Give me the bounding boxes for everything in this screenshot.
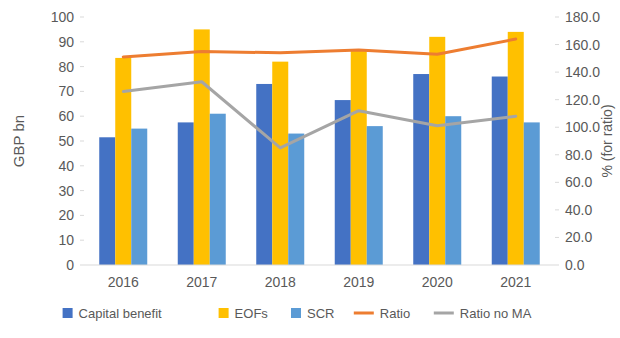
- y2-tick: [555, 99, 559, 100]
- y-tick: [80, 215, 84, 216]
- legend-label: Capital benefit: [79, 306, 162, 321]
- bar: [194, 29, 210, 265]
- y2-tick: [555, 237, 559, 238]
- y-tick-label: 70: [58, 83, 74, 99]
- plot-marks: [99, 29, 540, 265]
- y-tick: [80, 66, 84, 67]
- bar: [256, 84, 272, 265]
- x-tick-label: 2019: [343, 274, 374, 290]
- y-tick: [80, 17, 84, 18]
- y-tick-label: 20: [58, 207, 74, 223]
- y2-tick: [555, 154, 559, 155]
- y2-tick: [555, 17, 559, 18]
- y2-tick-label: 120.0: [565, 92, 600, 108]
- bar: [210, 114, 226, 265]
- bar: [413, 74, 429, 265]
- y-tick: [80, 141, 84, 142]
- bar: [178, 122, 194, 265]
- y-tick: [80, 41, 84, 42]
- y-tick-label: 90: [58, 34, 74, 50]
- legend-swatch: [63, 308, 73, 318]
- bar: [288, 134, 304, 265]
- y2-tick: [555, 265, 559, 266]
- y2-tick-label: 20.0: [565, 229, 592, 245]
- bar: [115, 58, 131, 265]
- y-tick: [80, 116, 84, 117]
- y2-tick-label: 140.0: [565, 64, 600, 80]
- legend-label: Ratio: [380, 306, 410, 321]
- y-tick-label: 100: [51, 9, 75, 25]
- legend-swatch: [354, 312, 374, 315]
- x-axis-line: [84, 265, 555, 266]
- bar: [272, 62, 288, 265]
- y-tick-label: 60: [58, 108, 74, 124]
- legend-label: SCR: [307, 306, 334, 321]
- y-tick-label: 50: [58, 133, 74, 149]
- y2-tick: [555, 44, 559, 45]
- line: [123, 39, 516, 57]
- y-tick-label: 0: [66, 257, 74, 273]
- y2-tick-label: 0.0: [565, 257, 585, 273]
- line: [123, 82, 516, 148]
- y-axis-title: GBP bn: [10, 115, 27, 167]
- y2-tick-label: 80.0: [565, 147, 592, 163]
- y-tick-label: 30: [58, 183, 74, 199]
- bar: [335, 100, 351, 265]
- y-tick: [80, 91, 84, 92]
- bar: [367, 126, 383, 265]
- bar: [445, 116, 461, 265]
- y2-tick: [555, 127, 559, 128]
- line-marks: [123, 39, 516, 148]
- bar: [492, 77, 508, 265]
- legend-swatch: [291, 308, 301, 318]
- x-tick-label: 2021: [500, 274, 531, 290]
- y2-axis-title: % (for ratio): [599, 104, 615, 177]
- bar: [508, 32, 524, 265]
- y-tick: [80, 165, 84, 166]
- bar: [351, 49, 367, 265]
- y2-tick-label: 40.0: [565, 202, 592, 218]
- y-tick-label: 80: [58, 59, 74, 75]
- x-tick-label: 2018: [265, 274, 296, 290]
- y-tick: [80, 265, 84, 266]
- x-tick-label: 2020: [422, 274, 453, 290]
- y-tick-label: 10: [58, 232, 74, 248]
- y2-tick-label: 100.0: [565, 119, 600, 135]
- y2-tick: [555, 182, 559, 183]
- chart: 0 10 20 30 40 50 60 70 80 90 100 0.0 20.0 40.0 60.0 80.…: [0, 0, 620, 338]
- bar: [99, 137, 115, 265]
- y-tick: [80, 190, 84, 191]
- legend-swatch: [434, 312, 454, 315]
- y-tick: [80, 240, 84, 241]
- bar: [429, 37, 445, 265]
- x-tick-label: 2016: [108, 274, 139, 290]
- bar: [131, 129, 147, 265]
- bar: [524, 122, 540, 265]
- y2-tick: [555, 209, 559, 210]
- y2-tick-label: 180.0: [565, 9, 600, 25]
- legend-label: Ratio no MA: [460, 306, 532, 321]
- x-tick-label: 2017: [186, 274, 217, 290]
- legend-swatch: [219, 308, 229, 318]
- y2-tick: [555, 72, 559, 73]
- y-tick-label: 40: [58, 158, 74, 174]
- legend-label: EOFs: [235, 306, 269, 321]
- y2-tick-label: 160.0: [565, 37, 600, 53]
- y2-tick-label: 60.0: [565, 174, 592, 190]
